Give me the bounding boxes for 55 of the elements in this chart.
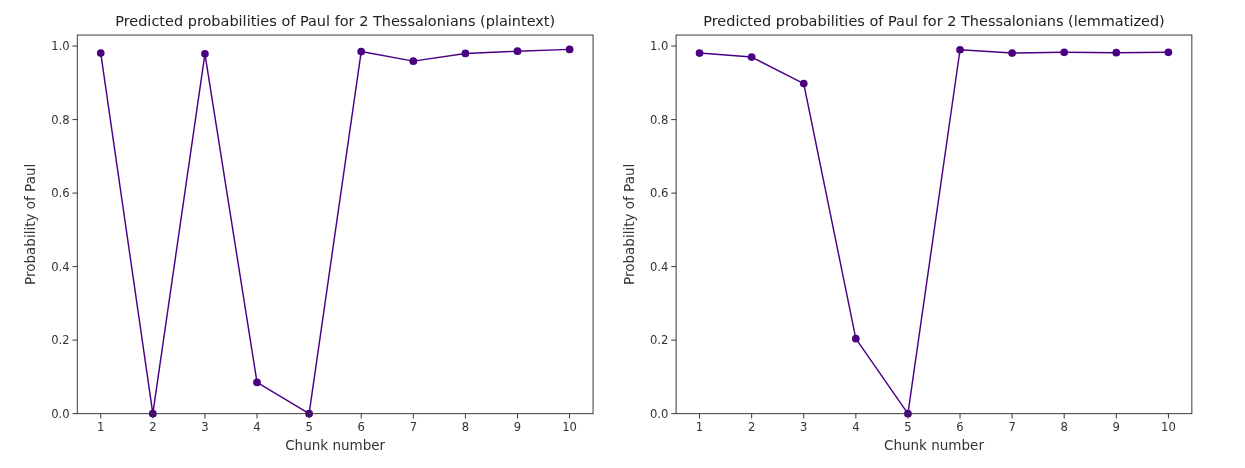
y-tick-label: 0.2 [51, 333, 70, 348]
x-tick-label: 4 [852, 420, 860, 435]
point [201, 49, 209, 58]
x-axis-title: Chunk number [883, 437, 985, 454]
y-tick-label: 0.8 [649, 112, 669, 127]
x-tick-label: 4 [253, 420, 261, 435]
x-tick-label: 7 [409, 420, 417, 435]
x-tick-label: 8 [461, 420, 470, 435]
y-tick-label: 0.0 [51, 406, 70, 421]
x-tick-label: 3 [800, 420, 808, 435]
y-tick-label: 0.8 [51, 112, 70, 127]
x-tick-label: 9 [1112, 420, 1120, 435]
y-axis-title: Probability of Paul [620, 163, 637, 285]
x-tick-label: 10 [562, 420, 577, 435]
point [461, 49, 470, 58]
y-tick-label: 0.2 [649, 333, 669, 348]
y-tick-label: 0.4 [649, 259, 669, 274]
y-tick-label: 0.4 [51, 259, 70, 274]
chart-title: Predicted probabilities of Paul for 2 Thessalonians (plaintext) [115, 13, 556, 30]
point [1060, 48, 1069, 57]
y-tick-label: 0.6 [51, 186, 70, 201]
point [565, 45, 574, 54]
point [1112, 48, 1121, 57]
x-tick-label: 1 [695, 420, 704, 435]
y-tick-label: 1.0 [51, 39, 70, 54]
x-axis-title: Chunk number [285, 437, 386, 454]
x-tick-label: 6 [956, 420, 964, 435]
point [513, 47, 522, 56]
x-tick-label: 5 [904, 420, 912, 435]
y-tick-label: 0.0 [649, 406, 669, 421]
y-tick-label: 0.6 [649, 186, 669, 201]
point [747, 53, 756, 61]
x-tick-label: 10 [1161, 420, 1176, 435]
chart-title: Predicted probabilities of Paul for 2 Thessalonians (lemmatized) [703, 13, 1165, 30]
x-tick-label: 8 [1060, 420, 1068, 435]
point [956, 45, 964, 54]
x-tick-label: 3 [201, 420, 209, 435]
point [851, 334, 860, 343]
point [1008, 49, 1016, 57]
y-axis-title: Probability of Paul [21, 163, 38, 285]
point [357, 47, 366, 56]
x-tick-label: 2 [149, 420, 157, 435]
point [409, 57, 418, 65]
point [1164, 48, 1173, 57]
x-tick-label: 1 [97, 420, 105, 435]
x-tick-label: 2 [747, 420, 756, 435]
x-tick-label: 7 [1008, 420, 1016, 435]
y-tick-label: 1.0 [649, 39, 669, 54]
x-tick-label: 5 [305, 420, 313, 435]
point [695, 49, 704, 57]
x-tick-label: 6 [357, 420, 365, 435]
x-tick-label: 9 [513, 420, 522, 435]
point [253, 378, 261, 387]
point [799, 79, 808, 88]
point [96, 49, 105, 57]
